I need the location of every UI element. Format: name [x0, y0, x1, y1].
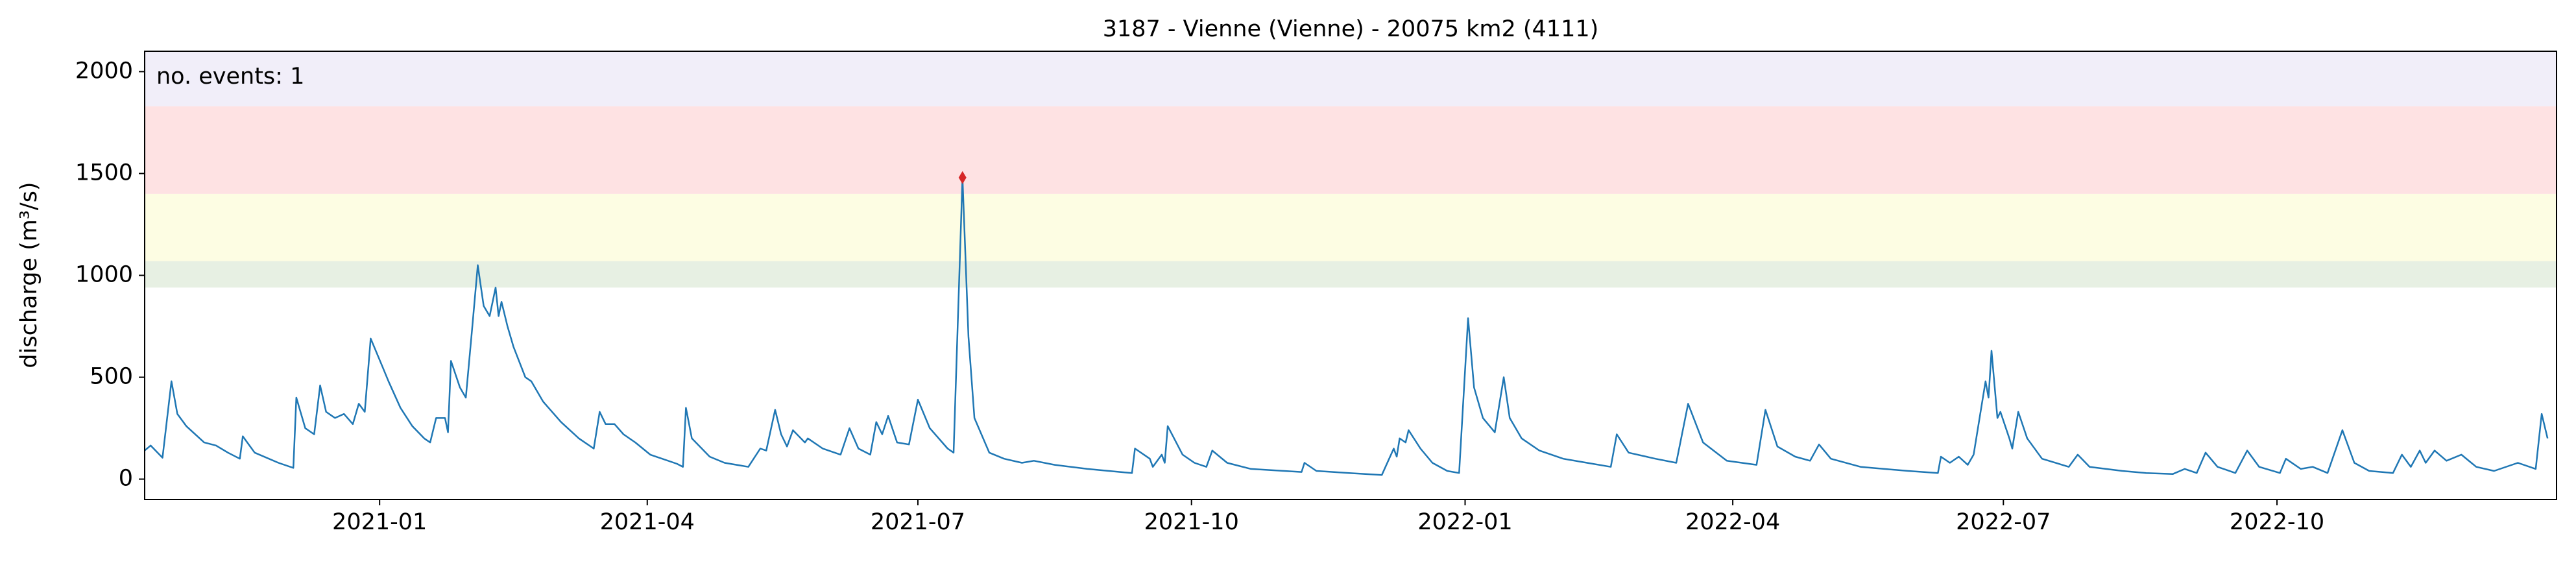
threshold-band	[145, 106, 2557, 194]
x-tick-label: 2022-01	[1417, 509, 1512, 535]
x-tick-label: 2021-07	[871, 509, 965, 535]
y-tick-label: 0	[119, 466, 133, 492]
y-tick-label: 2000	[75, 58, 133, 84]
y-tick-label: 500	[90, 364, 133, 390]
y-tick-label: 1500	[75, 160, 133, 186]
event-count: no. events: 1	[156, 64, 304, 90]
plot-frame	[144, 51, 2557, 500]
event-marker	[958, 171, 967, 184]
chart-title: 3187 - Vienne (Vienne) - 20075 km2 (4111…	[1103, 16, 1599, 42]
threshold-band	[145, 261, 2557, 288]
x-tick-label: 2022-07	[1956, 509, 2051, 535]
threshold-band	[145, 51, 2557, 106]
x-tick-label: 2022-10	[2230, 509, 2324, 535]
y-tick-label: 1000	[75, 262, 133, 288]
discharge-line	[144, 176, 2549, 476]
x-tick-label: 2021-01	[332, 509, 427, 535]
y-axis-label: discharge (m³/s)	[16, 182, 42, 368]
x-tick-label: 2022-04	[1685, 509, 1780, 535]
x-tick-label: 2021-04	[600, 509, 695, 535]
threshold-band	[145, 193, 2557, 261]
x-tick-label: 2021-10	[1144, 509, 1239, 535]
